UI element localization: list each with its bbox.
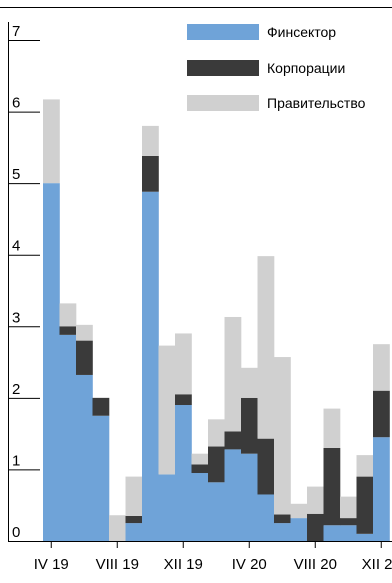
bar-segment: [125, 523, 143, 541]
bar-segment: [191, 464, 209, 474]
y-tick-label: 2: [12, 381, 20, 398]
bar-segment: [274, 357, 291, 515]
bar-segment: [257, 256, 275, 439]
x-tick-label: XII 19: [164, 556, 203, 573]
legend-label: Финсектор: [267, 24, 336, 40]
bar-segment: [356, 476, 374, 534]
y-tick-label: 0: [12, 524, 20, 541]
bar-segment: [92, 397, 110, 416]
bar-segment: [224, 431, 242, 450]
y-tick-label: 1: [12, 452, 20, 469]
bar-segment: [356, 455, 374, 477]
bar-segment: [125, 476, 143, 516]
bar-segment: [43, 99, 60, 184]
bar-segment: [59, 334, 77, 541]
bar-segment: [340, 525, 357, 541]
bar-segment: [59, 303, 77, 327]
legend-swatch: [187, 60, 259, 76]
bar-segment: [356, 533, 374, 541]
bar-segment: [175, 333, 192, 395]
bar-segment: [191, 473, 209, 541]
bar-segment: [76, 324, 93, 341]
bar-segment: [59, 326, 77, 335]
bar-segment: [158, 474, 176, 541]
bar-segment: [158, 345, 176, 475]
bar-segment: [307, 513, 324, 541]
x-tick-label: VIII 19: [96, 556, 139, 573]
bar-segment: [290, 518, 308, 541]
bar-segment: [43, 183, 60, 541]
bar-segment: [191, 453, 209, 465]
bar-segment: [125, 515, 143, 524]
bar-segment: [76, 340, 93, 375]
x-tick-label: IV 20: [232, 556, 267, 573]
y-tick-label: 6: [12, 95, 20, 112]
bar-segment: [290, 503, 308, 519]
bar-segment: [274, 514, 291, 524]
y-tick-label: 5: [12, 166, 20, 183]
y-axis: 0 1 2 3 4 5 6 7: [0, 7, 392, 542]
legend-swatch: [187, 95, 259, 111]
bar-segment: [274, 523, 291, 541]
bar-segment: [208, 482, 225, 541]
bar-segment: [323, 408, 341, 448]
bar-segment: [373, 344, 390, 391]
legend-label: Корпорации: [267, 60, 345, 76]
bar-segment: [340, 496, 357, 519]
bar-segment: [142, 125, 159, 156]
bar-segment: [109, 515, 126, 541]
bar-segment: [175, 405, 192, 541]
bar-segment: [373, 437, 390, 541]
bar-segment: [208, 446, 225, 483]
y-tick-label: 4: [12, 238, 20, 255]
bar-segment: [241, 453, 258, 541]
bar-segment: [307, 486, 324, 514]
bar-segment: [224, 316, 242, 432]
bar-segment: [257, 438, 275, 495]
bar-segment: [323, 525, 341, 541]
legend-swatch: [187, 24, 259, 40]
bar-segment: [175, 394, 192, 406]
bars-layer: [43, 99, 390, 541]
bar-segment: [373, 390, 390, 438]
bar-segment: [208, 419, 225, 447]
bar-segment: [142, 191, 159, 541]
legend-label: Правительство: [267, 95, 366, 111]
bar-segment: [323, 447, 341, 526]
bar-segment: [142, 155, 159, 192]
bar-segment: [92, 415, 110, 541]
bar-segment: [340, 518, 357, 526]
bar-segment: [241, 367, 258, 398]
bar-segment: [241, 397, 258, 454]
bar-segment: [224, 449, 242, 541]
y-tick-label: 7: [12, 23, 20, 40]
legend: Финсектор Корпорации Правительство: [187, 24, 366, 111]
x-axis: IV 19 VIII 19 XII 19 IV 20 VIII 20 XII 20: [8, 541, 392, 573]
x-tick-label: IV 19: [34, 556, 69, 573]
bar-segment: [257, 494, 275, 541]
y-tick-label: 3: [12, 309, 20, 326]
x-tick-label: VIII 20: [294, 556, 337, 573]
x-tick-label: XII 20: [362, 556, 392, 573]
bar-segment: [76, 374, 93, 541]
